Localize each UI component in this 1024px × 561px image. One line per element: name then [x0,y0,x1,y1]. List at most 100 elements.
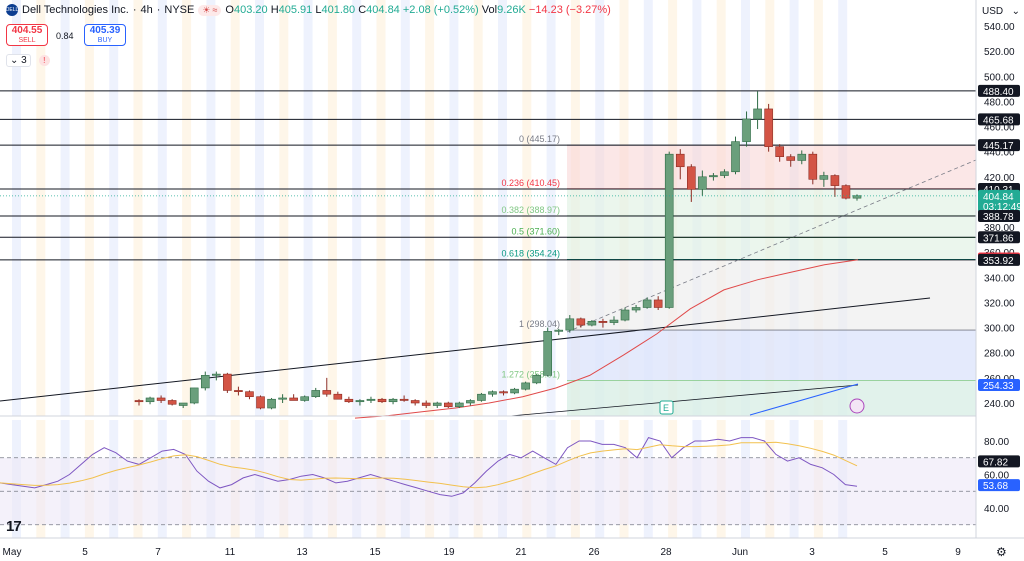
price-tag-label: 388.78 [983,212,1014,223]
price-tag [978,378,1020,391]
candle-body [421,402,431,406]
market-status-icons[interactable]: ☀ ≈ [198,4,222,16]
indicators-collapse-button[interactable]: ⌄ 3 [6,54,31,67]
candle-body [598,321,608,323]
time-axis-tick: 5 [82,547,88,558]
session-stripe [327,0,337,416]
tradingview-logo-icon[interactable]: 17 [6,518,22,535]
fib-label: 1 (298.04) [519,319,560,329]
candle-body [134,400,144,403]
price-axis-tick: 540.00 [984,22,1015,33]
volume-value: 9.26K [497,4,526,16]
candle-body [145,397,155,403]
price-axis-tick: 460.00 [984,123,1015,134]
candle-body [532,375,541,384]
time-axis-tick: 28 [660,547,672,558]
time-axis-tick: 21 [515,547,527,558]
rsi-tag [978,479,1020,492]
candle-body [576,318,586,326]
chevron-down-icon: ⌄ [1011,5,1020,17]
time-axis-tick: 7 [155,547,161,558]
buy-button[interactable]: 405.39 BUY [84,24,126,46]
price-axis-tick: 480.00 [984,97,1015,108]
low-label: L [315,4,322,16]
interval-label[interactable]: 4h [140,4,153,16]
candle-body [245,391,254,398]
candle-body [311,390,321,398]
moving-average-line [354,259,859,419]
candle-body [267,398,276,409]
price-axis-tick: 420.00 [984,173,1015,184]
session-stripe [182,0,192,416]
price-tag-label: 353.92 [983,256,1014,267]
legend-dot: · [132,4,137,16]
session-stripe [303,0,313,416]
blue-trendline [749,383,859,416]
price-axis-tick: 280.00 [984,349,1015,360]
session-stripe [498,0,507,416]
candle-body [278,397,287,400]
price-tag [978,139,1020,152]
fib-zone-1272 [567,380,976,416]
candle-body [808,153,818,180]
session-stripe [425,0,435,416]
price-tag-label: 488.40 [983,87,1014,98]
candle-body [720,171,729,176]
alert-icon[interactable]: ! [38,55,50,66]
sell-button[interactable]: 404.55 SELL [6,24,48,46]
rsi-line [0,437,858,497]
candle-body [200,375,210,389]
candle-body [322,390,332,395]
close-label: C [358,4,367,16]
candle-body [731,141,740,173]
time-axis-tick: 13 [296,547,308,558]
candle-body [764,108,773,147]
session-stripe [522,0,532,416]
time-axis-tick: 15 [369,547,381,558]
wave-icon: ≈ [212,4,218,15]
session-stripe [84,0,94,416]
rsi-axis-tick: 60.00 [984,471,1009,482]
fib-zone-0236-0618 [567,188,976,260]
candle-body [841,185,851,199]
time-axis-tick: Jun [732,547,748,558]
candle-body [234,390,243,392]
dell-logo-icon: DELL [6,4,18,16]
symbol-name[interactable]: Dell Technologies Inc. [22,4,129,16]
price-tag [978,231,1020,244]
session-stripe [60,0,70,416]
candle-body [653,299,663,308]
sun-icon: ☀ [202,4,211,15]
candle-body [554,329,564,332]
fib-label: 0 (445.17) [519,134,560,144]
session-stripe [109,0,119,416]
session-stripe [133,0,143,416]
candle-body [289,397,298,401]
candle-body [620,309,630,321]
gear-icon[interactable]: ⚙ [996,545,1007,559]
buy-price: 405.39 [89,25,121,36]
earnings-marker-label: E [663,403,669,413]
currency-selector[interactable]: USD ⌄ [978,2,1024,20]
rsi-tag-label: 53.68 [983,481,1008,492]
price-tag [978,189,1020,212]
price-tag-label: 254.33 [983,381,1014,392]
session-stripe [36,0,46,416]
high-label: H [270,4,279,16]
price-axis-tick: 300.00 [984,324,1015,335]
rsi-tag [978,455,1020,468]
candle-body [477,393,486,401]
candle-body [830,175,840,186]
candle-body [223,373,232,391]
candle-body [167,400,177,405]
indicators-toggle[interactable]: ⌄ 3 ! [6,54,50,67]
session-stripe [230,0,240,416]
candle-body [709,175,718,178]
volume-change: −14.23 (−3.27%) [528,4,611,16]
candle-body [256,396,265,409]
candle-body [631,307,641,311]
price-axis-tick: 440.00 [984,148,1015,159]
candle-body [543,331,553,376]
candle-body [687,166,696,190]
